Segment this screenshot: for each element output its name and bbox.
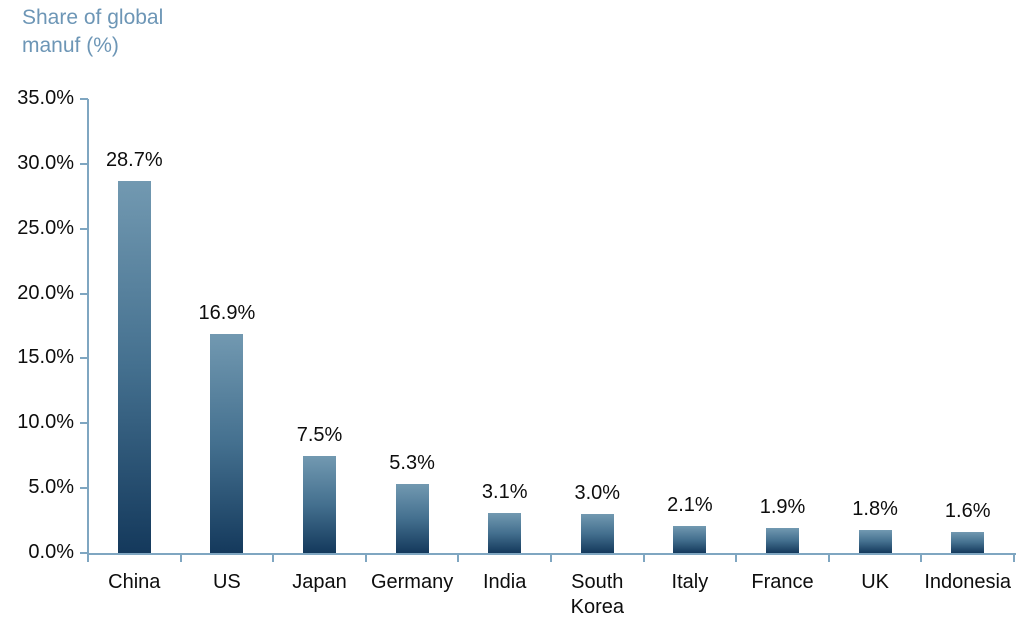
bar-uk <box>858 529 892 553</box>
category-label: South Korea <box>570 571 624 618</box>
y-axis-tick <box>80 292 88 295</box>
y-axis-tick <box>80 487 88 490</box>
y-axis-tick <box>80 227 88 230</box>
data-label: 1.8% <box>852 497 898 520</box>
y-axis-tick-label: 30.0% <box>17 151 74 174</box>
y-axis-tick-label: 0.0% <box>28 541 74 563</box>
y-axis-tick-label: 5.0% <box>28 476 74 499</box>
bar-us <box>210 333 244 553</box>
data-label: 1.9% <box>759 496 806 519</box>
category-label: US <box>212 571 241 593</box>
bar-india <box>488 512 522 553</box>
bar-germany <box>395 484 429 553</box>
y-axis-tick-label: 35.0% <box>17 87 74 109</box>
category-label: China <box>108 571 161 593</box>
x-axis-tick <box>364 554 367 562</box>
x-axis-tick <box>920 554 923 562</box>
data-label: 3.1% <box>481 480 528 503</box>
category-label: France <box>751 571 814 593</box>
axis-title: Share of global manuf (%) <box>22 4 163 60</box>
bar-indonesia <box>951 532 985 553</box>
bar-japan <box>303 455 336 553</box>
x-axis-tick <box>272 554 275 562</box>
x-axis-tick <box>1013 554 1015 562</box>
data-label: 16.9% <box>198 301 256 324</box>
category-label: Indonesia <box>924 571 1012 593</box>
y-axis-tick <box>80 162 88 165</box>
data-label: 3.0% <box>574 482 621 505</box>
x-axis-tick <box>457 554 460 562</box>
axis-title-line2: manuf (%) <box>22 34 119 57</box>
category-label: India <box>483 571 527 593</box>
y-axis-tick-label: 15.0% <box>17 346 74 369</box>
x-axis-tick <box>642 554 645 562</box>
data-label: 28.7% <box>105 148 163 171</box>
y-axis-tick <box>80 357 88 360</box>
x-axis-tick <box>550 554 552 562</box>
data-label: 1.6% <box>944 500 991 523</box>
bar-italy <box>673 525 707 553</box>
axis-title-line1: Share of global <box>22 6 164 29</box>
category-label: Italy <box>671 571 709 593</box>
y-axis-tick-label: 20.0% <box>17 281 74 304</box>
x-axis-tick <box>87 554 89 562</box>
y-axis-tick-label: 10.0% <box>17 411 74 434</box>
x-axis-tick <box>179 554 182 562</box>
data-label: 5.3% <box>389 452 435 475</box>
bar-south-korea <box>580 514 614 553</box>
y-axis-tick <box>80 422 88 425</box>
y-axis-tick <box>80 552 88 554</box>
y-axis-tick-label: 25.0% <box>17 216 74 239</box>
y-axis-tick <box>80 98 88 100</box>
category-label: Germany <box>370 571 454 593</box>
category-label: Japan <box>292 571 347 593</box>
y-axis-line <box>87 99 89 555</box>
bar-france <box>766 528 799 553</box>
bar-china <box>117 180 151 553</box>
category-label: UK <box>861 571 889 593</box>
data-label: 2.1% <box>667 493 713 516</box>
data-label: 7.5% <box>296 423 343 446</box>
x-axis-tick <box>735 554 738 562</box>
x-axis-tick <box>827 554 830 562</box>
